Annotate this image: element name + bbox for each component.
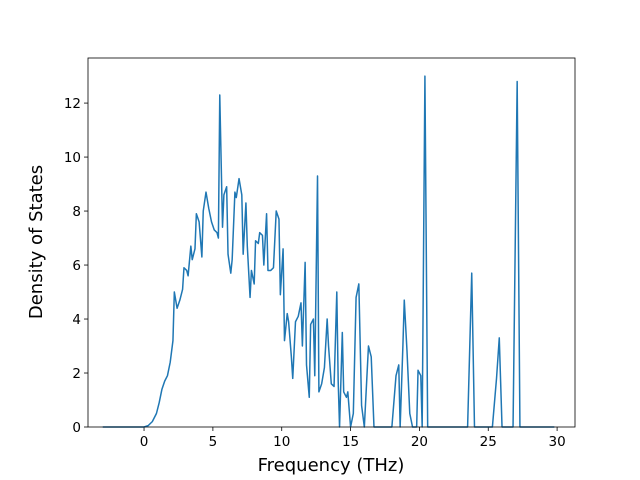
axes-frame — [87, 57, 576, 428]
y-tick-label: 10 — [64, 150, 81, 166]
x-tick-label: 5 — [209, 434, 218, 450]
y-tick-label: 6 — [72, 258, 81, 274]
dos-line — [102, 75, 555, 428]
x-tick-label: 25 — [480, 434, 497, 450]
y-axis-label: Density of States — [26, 165, 47, 319]
x-tick-label: 0 — [140, 434, 149, 450]
x-tick-label: 15 — [342, 434, 359, 450]
y-tick-label: 4 — [72, 312, 81, 328]
x-tick-label: 20 — [411, 434, 428, 450]
y-tick-label: 12 — [64, 96, 81, 112]
y-tick-label: 2 — [72, 366, 81, 382]
y-tick-label: 8 — [72, 204, 81, 220]
y-tick-label: 0 — [72, 420, 81, 436]
x-tick-label: 10 — [273, 434, 290, 450]
x-tick-label: 30 — [549, 434, 566, 450]
x-axis-label: Frequency (THz) — [258, 455, 405, 476]
